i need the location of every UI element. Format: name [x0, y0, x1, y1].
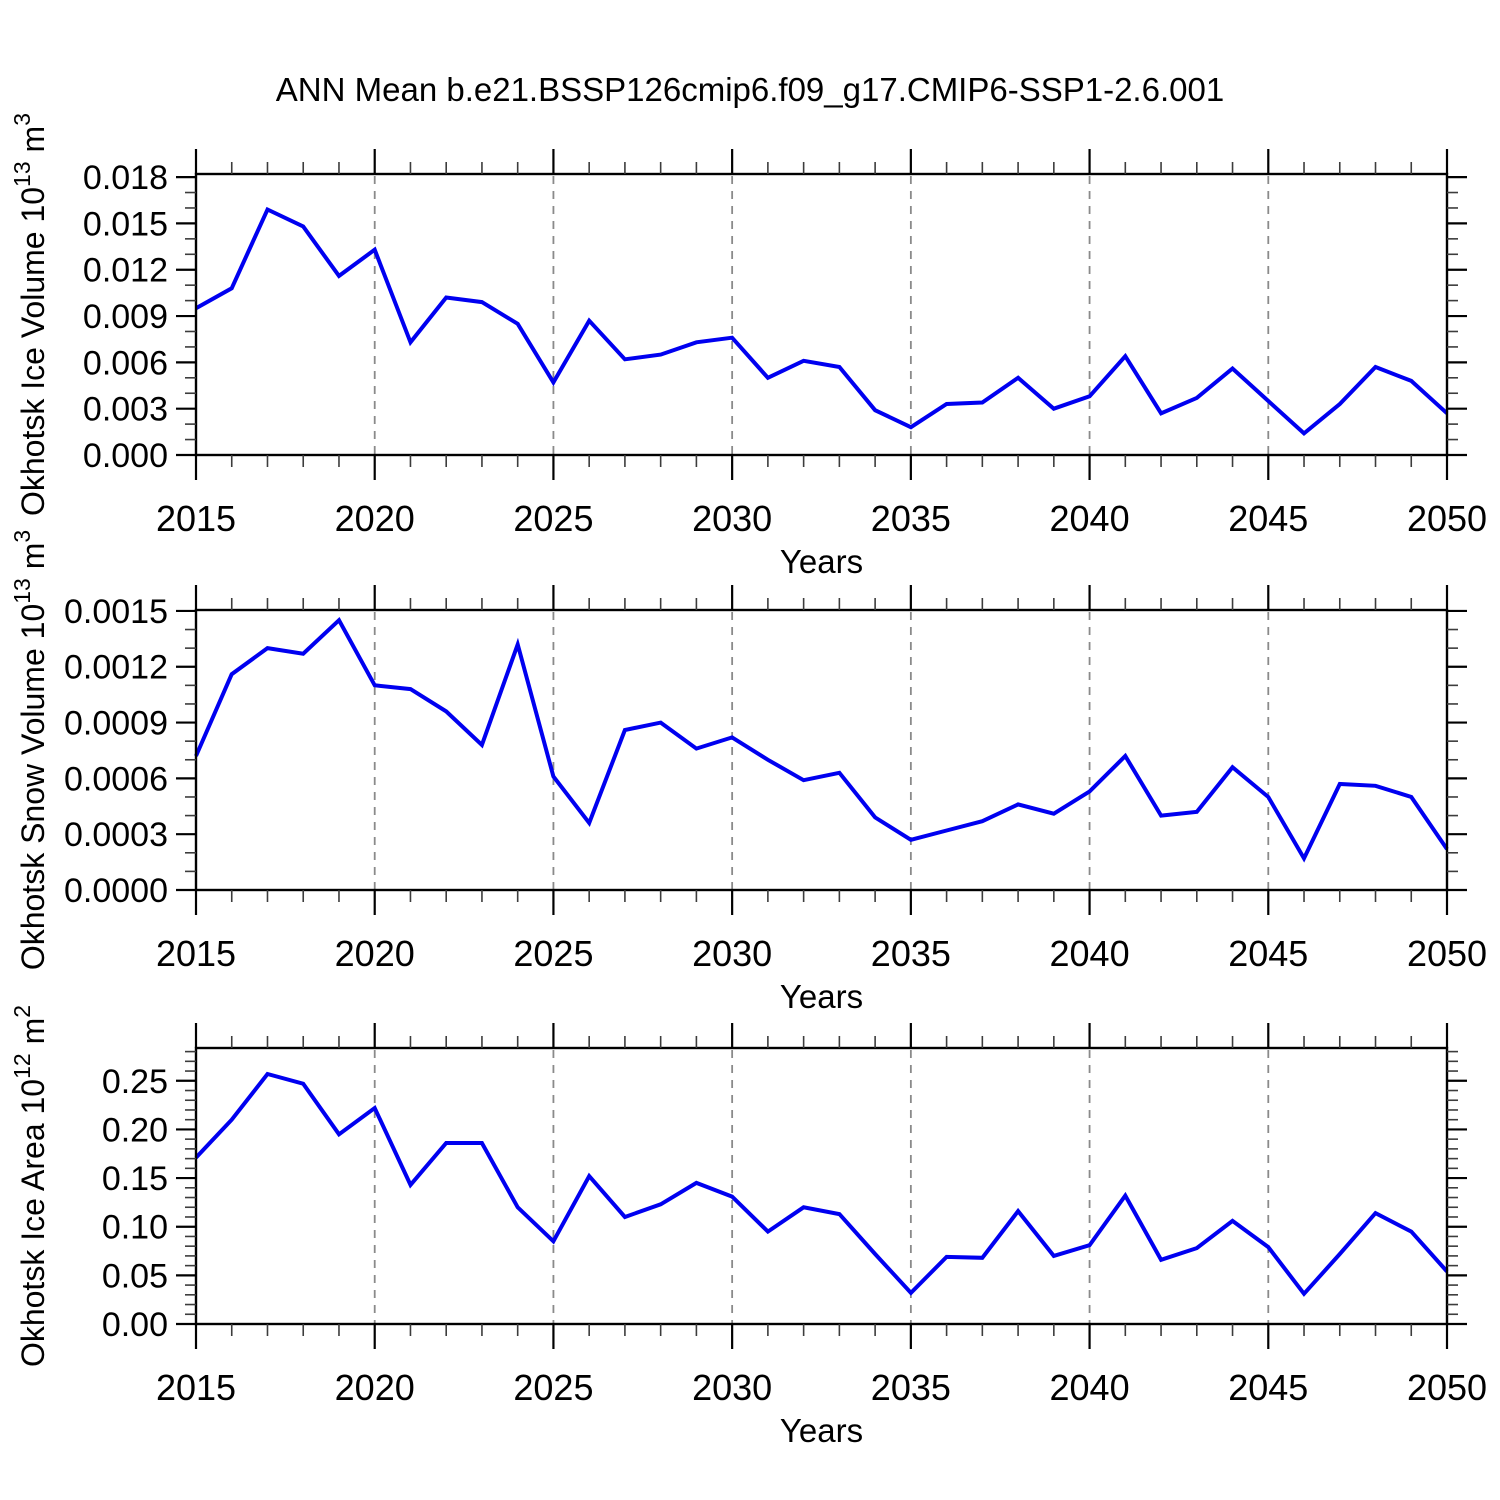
x-tick-label-2040: 2040 — [1050, 933, 1130, 974]
x-tick-label-2015: 2015 — [156, 933, 236, 974]
x-tick-label-2030: 2030 — [692, 498, 772, 539]
x-tick-label-2035: 2035 — [871, 1367, 951, 1408]
y-tick-label-0.015: 0.015 — [83, 205, 168, 243]
x-ticks — [194, 1023, 1449, 1349]
y-tick-label-0.0015: 0.0015 — [64, 593, 168, 631]
y-tick-label-0.0012: 0.0012 — [64, 649, 168, 687]
chart-title: ANN Mean b.e21.BSSP126cmip6.f09_g17.CMIP… — [276, 71, 1224, 108]
x-axis-title: Years — [780, 543, 863, 580]
gridlines — [373, 612, 1270, 889]
x-tick-label-2045: 2045 — [1228, 933, 1308, 974]
x-axis-title: Years — [780, 1412, 863, 1449]
y-tick-label-0.05: 0.05 — [102, 1257, 168, 1295]
x-tick-label-2040: 2040 — [1050, 498, 1130, 539]
x-tick-label-2040: 2040 — [1050, 1367, 1130, 1408]
series-line-ice-volume — [195, 206, 1449, 437]
y-tick-label-0.018: 0.018 — [83, 159, 168, 197]
x-tick-label-2020: 2020 — [335, 933, 415, 974]
x-ticks — [194, 149, 1449, 480]
x-tick-label-2020: 2020 — [335, 1367, 415, 1408]
x-tick-label-2020: 2020 — [335, 498, 415, 539]
y-tick-label-0.0003: 0.0003 — [64, 816, 168, 854]
x-axis-title: Years — [780, 978, 863, 1015]
panel-snow-volume: 0.0000 0.0003 0.0006 0.0009 0.0012 0.0015 2015… — [9, 530, 1487, 1015]
y-tick-label-0.0006: 0.0006 — [64, 760, 168, 798]
y-tick-label-0.0009: 0.0009 — [64, 705, 168, 743]
x-tick-label-2025: 2025 — [513, 933, 593, 974]
x-tick-label-2050: 2050 — [1407, 1367, 1487, 1408]
y-ticks — [176, 609, 1467, 892]
y-tick-label-0.15: 0.15 — [102, 1160, 168, 1198]
x-tick-label-2030: 2030 — [692, 1367, 772, 1408]
y-tick-label-0.00: 0.00 — [102, 1306, 168, 1344]
y-axis-title: Okhotsk Ice Area 1012 m2 — [9, 1005, 51, 1367]
x-tick-label-2035: 2035 — [871, 933, 951, 974]
y-tick-label-0.0000: 0.0000 — [64, 872, 168, 910]
y-tick-label-0.000: 0.000 — [83, 437, 168, 475]
panel-ice-area: 0.00 0.05 0.10 0.15 0.20 0.25 2015 2020 2025 2030… — [9, 1005, 1487, 1449]
x-tick-label-2050: 2050 — [1407, 933, 1487, 974]
series-line-snow-volume — [194, 616, 1449, 863]
plot-frame — [194, 172, 1449, 457]
x-ticks — [194, 585, 1449, 915]
gridlines — [373, 1050, 1270, 1323]
y-tick-label-0.006: 0.006 — [83, 344, 168, 382]
x-tick-label-2015: 2015 — [156, 498, 236, 539]
y-tick-label-0.009: 0.009 — [83, 298, 168, 336]
x-tick-label-2045: 2045 — [1228, 1367, 1308, 1408]
panel-ice-volume: 0.000 0.003 0.006 0.009 0.012 0.015 0.018 2015 2… — [9, 113, 1487, 580]
x-tick-label-2025: 2025 — [513, 498, 593, 539]
plot-frame — [194, 608, 1449, 892]
x-tick-label-2025: 2025 — [513, 1367, 593, 1408]
x-tick-label-2015: 2015 — [156, 1367, 236, 1408]
plot-frame — [194, 1046, 1449, 1326]
x-tick-label-2045: 2045 — [1228, 498, 1308, 539]
y-tick-label-0.20: 0.20 — [102, 1111, 168, 1149]
y-tick-label-0.10: 0.10 — [102, 1209, 168, 1247]
y-tick-label-0.012: 0.012 — [83, 252, 168, 290]
y-ticks — [176, 175, 1467, 457]
y-axis-title: Okhotsk Ice Volume 1013 m3 — [9, 113, 51, 516]
x-tick-label-2035: 2035 — [871, 498, 951, 539]
series-line-ice-area — [194, 1071, 1449, 1297]
y-tick-label-0.25: 0.25 — [102, 1063, 168, 1101]
y-tick-label-0.003: 0.003 — [83, 391, 168, 429]
y-ticks — [176, 1050, 1467, 1326]
y-axis-title: Okhotsk Snow Volume 1013 m3 — [9, 530, 51, 970]
x-tick-label-2030: 2030 — [692, 933, 772, 974]
x-tick-label-2050: 2050 — [1407, 498, 1487, 539]
panels: 0.000 0.003 0.006 0.009 0.012 0.015 0.018 2015 2… — [9, 113, 1487, 1449]
gridlines — [373, 176, 1270, 454]
